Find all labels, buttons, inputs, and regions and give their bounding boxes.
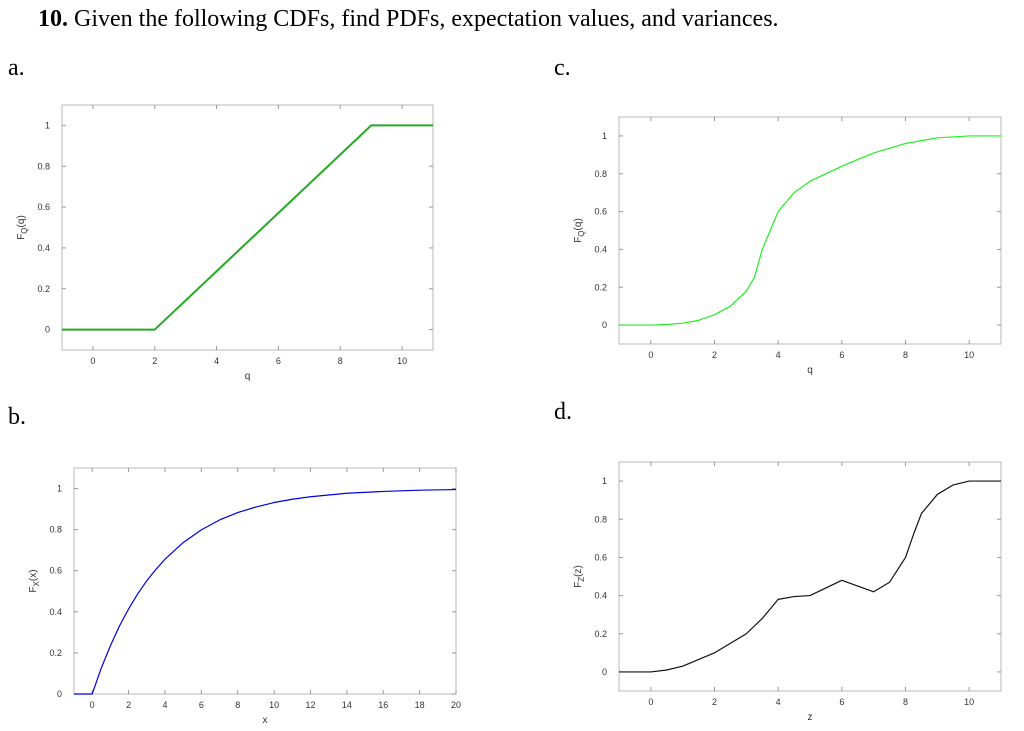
y-tick-label: 0.8 — [37, 161, 50, 171]
y-axis-label: FQ(q) — [573, 218, 586, 243]
cdf-line — [619, 135, 1001, 326]
y-tick-label: 0.8 — [594, 169, 607, 179]
y-label-arg: (q) — [573, 218, 584, 230]
x-tick-label: 12 — [305, 700, 315, 710]
y-tick-label: 0.2 — [49, 648, 62, 658]
y-tick-label: 0 — [45, 325, 50, 335]
y-tick-label: 1 — [602, 131, 607, 141]
x-tick-label: 6 — [276, 356, 281, 366]
x-tick-label: 18 — [415, 700, 425, 710]
y-label-main: F — [573, 582, 584, 588]
x-tick-label: 0 — [90, 700, 95, 710]
y-tick-label: 0 — [602, 667, 607, 677]
x-tick-label: 6 — [839, 350, 844, 360]
y-tick-label: 1 — [602, 476, 607, 486]
x-tick-label: 8 — [338, 356, 343, 366]
panel-label-d: d. — [554, 399, 572, 425]
cdf-line — [62, 124, 433, 331]
y-label-subscript: Q — [577, 230, 586, 236]
x-tick-label: 6 — [199, 700, 204, 710]
panel-label-a: a. — [8, 55, 25, 81]
question-number: 10. — [38, 6, 68, 32]
y-label-main: F — [16, 234, 27, 240]
x-tick-label: 2 — [712, 697, 717, 707]
y-label-arg: (q) — [16, 215, 27, 227]
cdf-line — [74, 488, 457, 695]
x-tick-label: 6 — [839, 697, 844, 707]
x-tick-label: 16 — [378, 700, 388, 710]
y-axis-label: FZ(z) — [573, 565, 586, 588]
y-tick-label: 0.4 — [49, 607, 62, 617]
y-label-subscript: Q — [20, 227, 29, 233]
x-axis-label: x — [263, 715, 268, 726]
y-tick-label: 0.8 — [594, 514, 607, 524]
plot-frame — [61, 104, 434, 351]
y-tick-label: 0 — [57, 689, 62, 699]
y-tick-label: 0.6 — [594, 207, 607, 217]
x-tick-label: 0 — [648, 697, 653, 707]
y-tick-label: 0.4 — [37, 243, 50, 253]
x-tick-label: 10 — [964, 350, 974, 360]
x-tick-label: 0 — [648, 350, 653, 360]
x-tick-label: 8 — [235, 700, 240, 710]
panel-label-c: c. — [554, 55, 571, 81]
question-text: 10. Given the following CDFs, find PDFs,… — [38, 4, 779, 34]
x-tick-label: 4 — [776, 350, 781, 360]
cdf-line — [619, 480, 1001, 673]
y-axis-label: FX(x) — [28, 569, 41, 592]
y-label-subscript: Z — [577, 577, 586, 582]
x-tick-label: 4 — [162, 700, 167, 710]
panel-label-b: b. — [8, 404, 26, 430]
y-tick-label: 0 — [602, 320, 607, 330]
y-label-arg: (z) — [573, 565, 584, 577]
x-axis-label: q — [245, 371, 251, 382]
x-tick-label: 20 — [451, 700, 461, 710]
y-tick-label: 0.4 — [594, 591, 607, 601]
x-tick-label: 8 — [903, 350, 908, 360]
x-tick-label: 10 — [397, 356, 407, 366]
y-label-main: F — [573, 237, 584, 243]
x-tick-label: 14 — [342, 700, 352, 710]
question-body: Given the following CDFs, find PDFs, exp… — [74, 6, 779, 32]
y-label-arg: (x) — [28, 569, 39, 581]
x-tick-label: 10 — [964, 697, 974, 707]
plot-frame — [618, 116, 1002, 345]
x-tick-label: 2 — [152, 356, 157, 366]
x-tick-label: 8 — [903, 697, 908, 707]
plot-frame — [618, 461, 1002, 692]
x-tick-label: 2 — [126, 700, 131, 710]
y-tick-label: 0.4 — [594, 244, 607, 254]
y-tick-label: 1 — [57, 484, 62, 494]
x-tick-label: 4 — [776, 697, 781, 707]
y-tick-label: 0.2 — [594, 629, 607, 639]
x-tick-label: 10 — [269, 700, 279, 710]
x-tick-label: 2 — [712, 350, 717, 360]
y-axis-label: FQ(q) — [16, 215, 29, 240]
y-tick-label: 0.2 — [37, 284, 50, 294]
x-axis-label: q — [807, 365, 813, 376]
x-axis-label: z — [808, 712, 813, 723]
y-label-subscript: X — [32, 580, 41, 586]
x-tick-label: 0 — [90, 356, 95, 366]
y-tick-label: 0.6 — [49, 566, 62, 576]
y-tick-label: 0.8 — [49, 525, 62, 535]
y-tick-label: 0.2 — [594, 282, 607, 292]
x-tick-label: 4 — [214, 356, 219, 366]
plot-frame — [73, 467, 457, 695]
y-tick-label: 1 — [45, 120, 50, 130]
y-tick-label: 0.6 — [594, 552, 607, 562]
y-tick-label: 0.6 — [37, 202, 50, 212]
y-label-main: F — [28, 586, 39, 592]
